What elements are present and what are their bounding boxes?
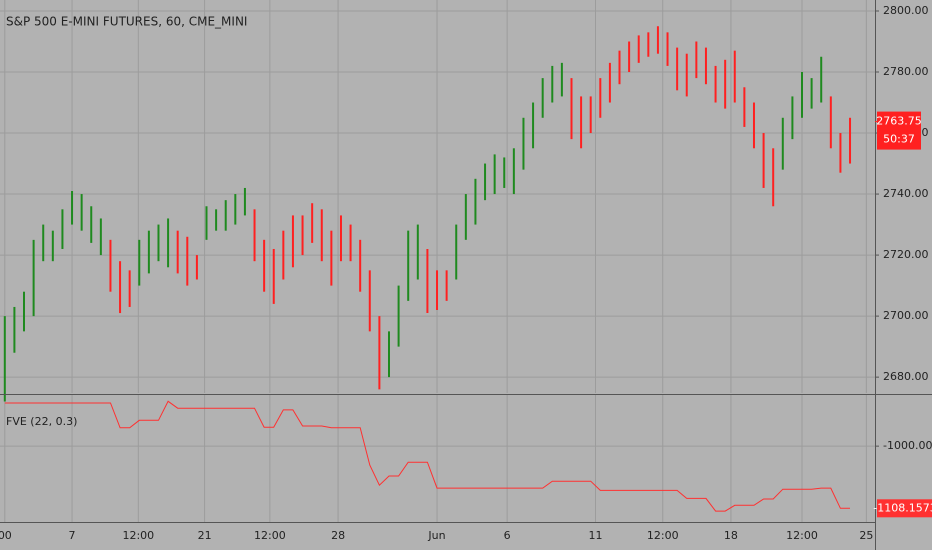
y-tick-label: 2680.00 (883, 370, 929, 383)
y-tick-label: 2780.00 (883, 65, 929, 78)
x-tick-label: 12:00 (647, 529, 679, 542)
indicator-value-label: -1108.1573 (873, 501, 932, 514)
labels-layer: 00 7 12:00 21 12:00 28 Jun 6 11 12:00 18 12:00 25 268… (0, 4, 932, 542)
indicator-title: FVE (22, 0.3) (6, 415, 77, 428)
x-tick-label: 6 (504, 529, 511, 542)
x-tick-label: 12:00 (786, 529, 818, 542)
indicator-value-box (877, 499, 932, 518)
x-tick-label: 21 (198, 529, 212, 542)
x-tick-label: 11 (588, 529, 602, 542)
x-tick-label: 12:00 (122, 529, 154, 542)
marks-layer (3, 26, 852, 512)
countdown-label: 50:37 (883, 133, 915, 146)
x-tick-label: Jun (427, 529, 445, 542)
x-tick-label: 28 (331, 529, 345, 542)
x-tick-label: 12:00 (254, 529, 286, 542)
x-tick-label: 00 (0, 529, 12, 542)
y-tick-label: 2740.00 (883, 187, 929, 200)
x-tick-label: 7 (69, 529, 76, 542)
y-tick-label: 2720.00 (883, 248, 929, 261)
last-price-label: 2763.75 (876, 115, 922, 128)
price-label-box (877, 111, 921, 150)
x-tick-label: 18 (724, 529, 738, 542)
x-tick-label: 25 (859, 529, 873, 542)
y-tick-label: 2800.00 (883, 4, 929, 17)
chart-title: S&P 500 E-MINI FUTURES, 60, CME_MINI (6, 15, 247, 29)
indicator-line (4, 400, 850, 512)
y-tick-label: 2700.00 (883, 309, 929, 322)
y-tick-label: -1000.0000 (883, 439, 932, 452)
grid-layer (0, 0, 875, 522)
